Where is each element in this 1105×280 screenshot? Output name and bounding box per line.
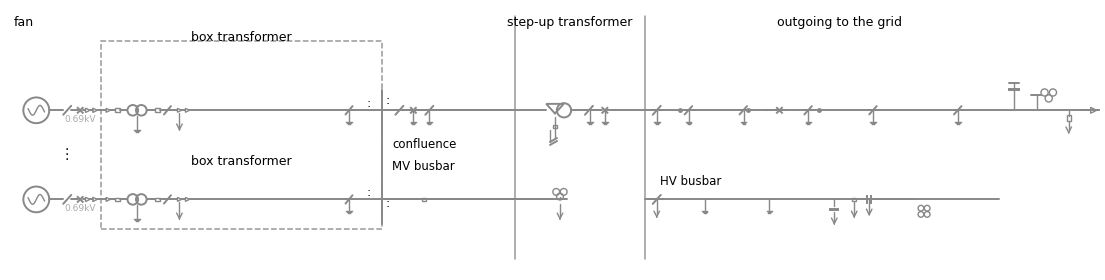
Text: :: : [367, 186, 370, 199]
Bar [115, 108, 120, 112]
Bar [852, 198, 856, 201]
Text: step-up transformer: step-up transformer [507, 16, 633, 29]
Bar [1066, 115, 1071, 121]
Text: box transformer: box transformer [191, 31, 292, 44]
Text: HV busbar: HV busbar [660, 175, 722, 188]
Text: ·: · [64, 143, 69, 157]
Bar [115, 197, 120, 201]
Bar [422, 198, 427, 201]
Text: :: : [386, 94, 390, 107]
Text: fan: fan [13, 16, 33, 29]
Text: outgoing to the grid: outgoing to the grid [777, 16, 902, 29]
Text: :: : [386, 197, 390, 210]
Bar [554, 125, 557, 127]
Bar [155, 197, 160, 201]
Text: confluence: confluence [392, 138, 456, 151]
Text: 0.69kV: 0.69kV [64, 115, 96, 124]
Text: MV busbar: MV busbar [392, 160, 455, 173]
Text: :: : [367, 97, 370, 110]
Text: box transformer: box transformer [191, 155, 292, 168]
Text: ·: · [64, 148, 69, 162]
Text: ·: · [64, 153, 69, 167]
Bar [155, 108, 160, 112]
Text: 0.69kV: 0.69kV [64, 204, 96, 213]
